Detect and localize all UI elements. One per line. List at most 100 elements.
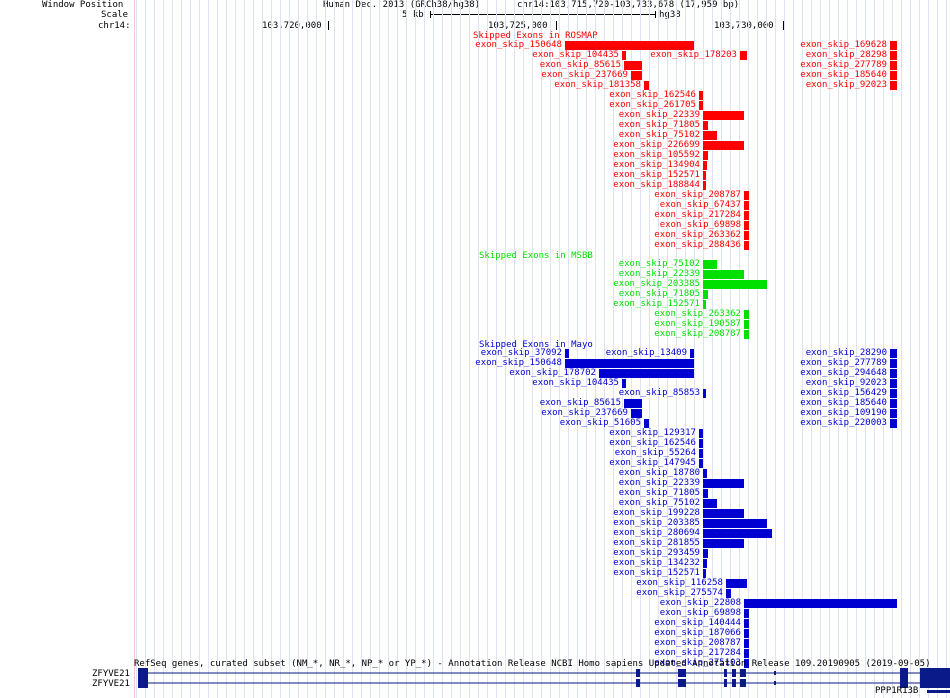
mayo-label[interactable]: exon_skip_217284 (654, 648, 741, 658)
msbb-label[interactable]: exon_skip_71805 (618, 289, 700, 299)
rosmap-feature[interactable] (703, 171, 706, 180)
msbb-label[interactable]: exon_skip_75102 (618, 259, 700, 269)
rosmap-label[interactable]: exon_skip_288436 (654, 240, 741, 250)
mayo-feature[interactable] (703, 519, 767, 528)
msbb-label[interactable]: exon_skip_152571 (613, 299, 700, 309)
mayo-label[interactable]: exon_skip_37092 (480, 348, 562, 358)
gene-model-zfyve21[interactable] (134, 668, 950, 690)
rosmap-feature[interactable] (744, 211, 749, 220)
rosmap-feature[interactable] (703, 141, 744, 150)
mayo-feature[interactable] (890, 419, 897, 428)
gene-label-zfyve21[interactable]: ZFYVE21 (92, 669, 130, 679)
mayo-label[interactable]: exon_skip_281855 (613, 538, 700, 548)
rosmap-feature[interactable] (703, 151, 708, 160)
rosmap-feature[interactable] (890, 61, 897, 70)
gene-label-zfyve21-2[interactable]: ZFYVE21 (92, 679, 130, 689)
mayo-feature[interactable] (624, 399, 642, 408)
rosmap-label[interactable]: exon_skip_69898 (659, 220, 741, 230)
mayo-feature[interactable] (699, 429, 703, 438)
mayo-feature[interactable] (703, 469, 707, 478)
rosmap-feature[interactable] (703, 181, 706, 190)
mayo-label[interactable]: exon_skip_28290 (805, 348, 887, 358)
mayo-label[interactable]: exon_skip_55264 (614, 448, 696, 458)
mayo-feature[interactable] (631, 409, 642, 418)
mayo-label[interactable]: exon_skip_129317 (609, 428, 696, 438)
rosmap-feature[interactable] (644, 81, 649, 90)
mayo-feature[interactable] (890, 379, 897, 388)
mayo-label[interactable]: exon_skip_185640 (800, 398, 887, 408)
mayo-label[interactable]: exon_skip_277789 (800, 358, 887, 368)
msbb-label[interactable]: exon_skip_208787 (654, 329, 741, 339)
mayo-feature[interactable] (890, 389, 897, 398)
mayo-feature[interactable] (703, 559, 707, 568)
mayo-label[interactable]: exon_skip_275574 (636, 588, 723, 598)
rosmap-label[interactable]: exon_skip_208787 (654, 190, 741, 200)
mayo-label[interactable]: exon_skip_237669 (541, 408, 628, 418)
rosmap-label[interactable]: exon_skip_85615 (539, 60, 621, 70)
rosmap-feature[interactable] (744, 221, 749, 230)
mayo-feature[interactable] (699, 439, 703, 448)
mayo-label[interactable]: exon_skip_85853 (618, 388, 700, 398)
rosmap-label[interactable]: exon_skip_181358 (554, 80, 641, 90)
rosmap-feature[interactable] (703, 161, 707, 170)
mayo-feature[interactable] (744, 639, 749, 648)
mayo-label[interactable]: exon_skip_147945 (609, 458, 696, 468)
mayo-feature[interactable] (890, 399, 897, 408)
msbb-label[interactable]: exon_skip_203385 (613, 279, 700, 289)
rosmap-label[interactable]: exon_skip_263362 (654, 230, 741, 240)
rosmap-label[interactable]: exon_skip_105592 (613, 150, 700, 160)
rosmap-label[interactable]: exon_skip_277789 (800, 60, 887, 70)
msbb-feature[interactable] (703, 290, 708, 299)
mayo-label[interactable]: exon_skip_187066 (654, 628, 741, 638)
rosmap-label[interactable]: exon_skip_150648 (475, 40, 562, 50)
rosmap-feature[interactable] (890, 41, 897, 50)
mayo-feature[interactable] (744, 619, 749, 628)
msbb-feature[interactable] (744, 330, 749, 339)
rosmap-label[interactable]: exon_skip_226699 (613, 140, 700, 150)
mayo-label[interactable]: exon_skip_220003 (800, 418, 887, 428)
mayo-feature[interactable] (890, 409, 897, 418)
msbb-label[interactable]: exon_skip_263362 (654, 309, 741, 319)
rosmap-feature[interactable] (565, 41, 694, 50)
mayo-feature[interactable] (744, 629, 749, 638)
mayo-label[interactable]: exon_skip_69898 (659, 608, 741, 618)
mayo-feature[interactable] (703, 479, 744, 488)
mayo-label[interactable]: exon_skip_13409 (605, 348, 687, 358)
rosmap-feature[interactable] (890, 81, 897, 90)
rosmap-label[interactable]: exon_skip_75102 (618, 130, 700, 140)
rosmap-feature[interactable] (744, 241, 749, 250)
mayo-feature[interactable] (744, 599, 897, 608)
mayo-feature[interactable] (890, 369, 897, 378)
mayo-feature[interactable] (565, 359, 694, 368)
mayo-feature[interactable] (622, 379, 626, 388)
mayo-feature[interactable] (703, 489, 708, 498)
mayo-label[interactable]: exon_skip_116258 (636, 578, 723, 588)
rosmap-label[interactable]: exon_skip_92023 (805, 80, 887, 90)
mayo-feature[interactable] (703, 499, 717, 508)
rosmap-feature[interactable] (631, 71, 642, 80)
msbb-feature[interactable] (744, 320, 749, 329)
msbb-feature[interactable] (703, 260, 717, 269)
mayo-feature[interactable] (890, 359, 897, 368)
mayo-label[interactable]: exon_skip_156429 (800, 388, 887, 398)
mayo-feature[interactable] (726, 579, 747, 588)
rosmap-feature[interactable] (624, 61, 642, 70)
rosmap-feature[interactable] (744, 191, 749, 200)
mayo-feature[interactable] (703, 569, 706, 578)
rosmap-feature[interactable] (740, 51, 747, 60)
rosmap-feature[interactable] (890, 51, 897, 60)
rosmap-label[interactable]: exon_skip_22339 (618, 110, 700, 120)
mayo-label[interactable]: exon_skip_294648 (800, 368, 887, 378)
mayo-feature[interactable] (744, 609, 749, 618)
mayo-label[interactable]: exon_skip_109190 (800, 408, 887, 418)
mayo-label[interactable]: exon_skip_140444 (654, 618, 741, 628)
msbb-label[interactable]: exon_skip_190587 (654, 319, 741, 329)
msbb-label[interactable]: exon_skip_22339 (618, 269, 700, 279)
gene-model-ppp1r13b[interactable] (927, 690, 950, 693)
rosmap-feature[interactable] (744, 231, 749, 240)
msbb-feature[interactable] (703, 300, 706, 309)
mayo-label[interactable]: exon_skip_178702 (509, 368, 596, 378)
rosmap-label[interactable]: exon_skip_217284 (654, 210, 741, 220)
rosmap-label[interactable]: exon_skip_104435 (532, 50, 619, 60)
